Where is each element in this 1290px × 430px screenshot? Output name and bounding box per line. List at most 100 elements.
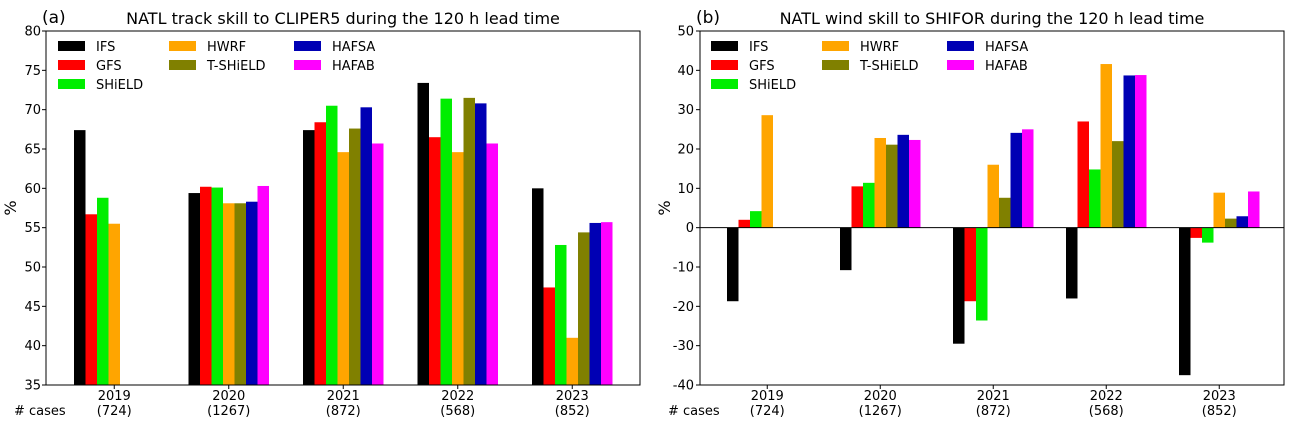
bar-ifs-2022 bbox=[1066, 227, 1078, 299]
legend-entry-t-shield: T-SHiELD bbox=[169, 59, 266, 74]
legend-swatch bbox=[58, 60, 85, 70]
bar-hwrf-2020 bbox=[223, 203, 235, 385]
bar-hafab-2021 bbox=[372, 143, 384, 385]
bar-hafab-2022 bbox=[1135, 75, 1147, 228]
bar-hwrf-2021 bbox=[987, 164, 999, 228]
y-tick-label: -30 bbox=[673, 339, 694, 354]
bar-hafsa-2022 bbox=[475, 103, 487, 385]
bar-hafab-2020 bbox=[909, 139, 921, 228]
legend-entry-hafsa: HAFSA bbox=[294, 40, 375, 55]
case-count-label: (852) bbox=[555, 404, 590, 419]
bar-t-shield-2020 bbox=[234, 203, 246, 385]
y-tick-label: 40 bbox=[24, 339, 41, 354]
y-tick-label: 20 bbox=[677, 143, 694, 158]
legend-swatch bbox=[58, 41, 85, 51]
legend-swatch bbox=[169, 41, 196, 51]
legend-swatch bbox=[822, 41, 849, 51]
x-tick-label: 2020 bbox=[212, 389, 245, 404]
x-tick-label: 2019 bbox=[98, 389, 131, 404]
legend-label: GFS bbox=[749, 59, 775, 74]
panel-label: (b) bbox=[696, 8, 720, 28]
bar-t-shield-2023 bbox=[578, 232, 590, 385]
legend-label: IFS bbox=[749, 40, 768, 55]
bar-shield-2023 bbox=[555, 244, 567, 385]
bar-shield-2020 bbox=[863, 182, 875, 228]
y-tick-label: 30 bbox=[677, 103, 694, 118]
bar-hafab-2023 bbox=[601, 222, 613, 385]
y-tick-label: -40 bbox=[673, 379, 694, 394]
bar-gfs-2023 bbox=[543, 287, 555, 385]
legend-label: T-SHiELD bbox=[859, 59, 919, 74]
bar-gfs-2020 bbox=[200, 186, 212, 385]
bar-gfs-2021 bbox=[314, 122, 326, 386]
y-tick-label: 65 bbox=[24, 143, 41, 158]
legend-swatch bbox=[294, 60, 321, 70]
bar-hwrf-2022 bbox=[1100, 64, 1112, 228]
bar-gfs-2023 bbox=[1190, 227, 1202, 238]
bar-hafab-2022 bbox=[486, 143, 498, 385]
legend-entry-shield: SHiELD bbox=[58, 78, 143, 93]
legend-label: SHiELD bbox=[749, 78, 796, 93]
bar-ifs-2023 bbox=[532, 188, 544, 385]
x-tick-label: 2019 bbox=[751, 389, 784, 404]
bar-ifs-2022 bbox=[417, 82, 429, 386]
bar-hwrf-2019 bbox=[108, 223, 120, 385]
bar-t-shield-2021 bbox=[349, 128, 361, 385]
x-tick-label: 2022 bbox=[441, 389, 474, 404]
bar-shield-2019 bbox=[750, 211, 762, 228]
legend-entry-ifs: IFS bbox=[58, 40, 115, 55]
legend-label: HWRF bbox=[207, 40, 246, 55]
case-count-label: (724) bbox=[97, 404, 132, 419]
legend-entry-gfs: GFS bbox=[58, 59, 122, 74]
case-count-label: (724) bbox=[750, 404, 785, 419]
bar-t-shield-2022 bbox=[1112, 141, 1124, 228]
bar-hwrf-2019 bbox=[761, 115, 773, 228]
case-count-label: (872) bbox=[976, 404, 1011, 419]
legend-entry-gfs: GFS bbox=[711, 59, 775, 74]
case-count-label: (852) bbox=[1202, 404, 1237, 419]
cases-label: # cases bbox=[14, 404, 66, 419]
case-count-label: (872) bbox=[326, 404, 361, 419]
x-tick-label: 2021 bbox=[327, 389, 360, 404]
legend-swatch bbox=[294, 41, 321, 51]
x-tick-label: 2023 bbox=[1203, 389, 1236, 404]
bar-hafsa-2022 bbox=[1123, 75, 1135, 228]
legend-swatch bbox=[58, 79, 85, 89]
case-count-label: (1267) bbox=[207, 404, 250, 419]
legend-label: SHiELD bbox=[96, 78, 143, 93]
bar-t-shield-2020 bbox=[886, 144, 898, 228]
legend-swatch bbox=[169, 60, 196, 70]
bar-gfs-2022 bbox=[429, 137, 441, 385]
legend-label: HAFSA bbox=[332, 40, 375, 55]
bar-hafab-2021 bbox=[1022, 129, 1034, 228]
bar-hafsa-2023 bbox=[1236, 216, 1248, 228]
y-tick-label: 50 bbox=[677, 25, 694, 40]
y-tick-label: -20 bbox=[673, 300, 694, 315]
bar-hwrf-2022 bbox=[452, 152, 464, 385]
legend-swatch bbox=[711, 79, 738, 89]
y-tick-label: 55 bbox=[24, 221, 41, 236]
y-tick-label: 75 bbox=[24, 64, 41, 79]
panel-b-wind-skill-chart: (b) NATL wind skill to SHIFOR during the … bbox=[655, 8, 1285, 419]
legend-label: HAFSA bbox=[985, 40, 1028, 55]
case-count-label: (568) bbox=[440, 404, 475, 419]
y-tick-label: -10 bbox=[673, 261, 694, 276]
bar-hafab-2023 bbox=[1248, 191, 1260, 228]
legend-label: T-SHiELD bbox=[206, 59, 266, 74]
bar-t-shield-2023 bbox=[1225, 218, 1237, 228]
x-tick-label: 2022 bbox=[1090, 389, 1123, 404]
legend-swatch bbox=[947, 60, 974, 70]
bar-hafsa-2021 bbox=[360, 107, 372, 385]
legend-swatch bbox=[947, 41, 974, 51]
x-tick-label: 2023 bbox=[556, 389, 589, 404]
y-tick-label: 60 bbox=[24, 182, 41, 197]
bar-gfs-2019 bbox=[85, 214, 97, 385]
legend-entry-hafab: HAFAB bbox=[294, 59, 375, 74]
bar-gfs-2022 bbox=[1077, 121, 1089, 228]
chart-title: NATL wind skill to SHIFOR during the 120… bbox=[780, 9, 1205, 28]
y-axis-label: % bbox=[1, 200, 20, 215]
cases-label: # cases bbox=[668, 404, 720, 419]
bar-hwrf-2021 bbox=[337, 152, 349, 385]
bar-hwrf-2020 bbox=[874, 137, 886, 228]
